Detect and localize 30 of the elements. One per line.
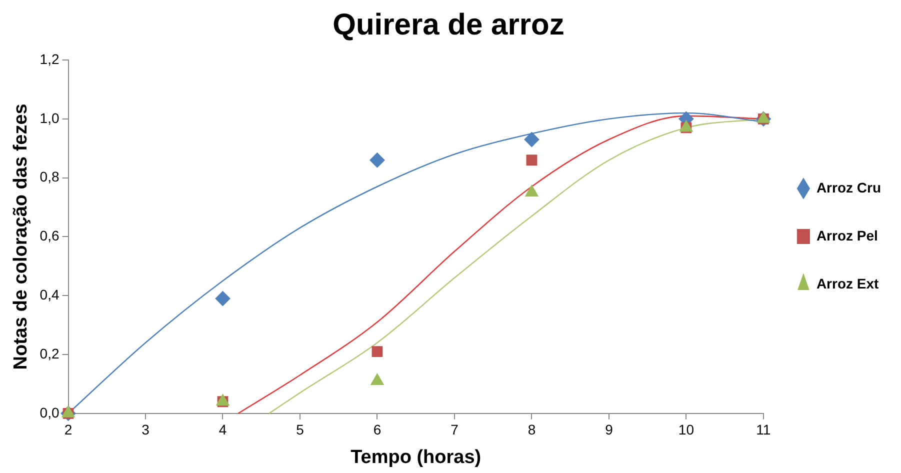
- x-tick-label: 8: [528, 422, 536, 438]
- y-tick-label: 1,0: [40, 110, 60, 126]
- legend-label: Arroz Pel: [816, 227, 878, 244]
- y-tick-label: 0,8: [40, 168, 60, 185]
- point: [215, 291, 230, 306]
- y-tick-label: 0,4: [40, 286, 60, 302]
- point: [524, 132, 540, 148]
- x-tick-label: 9: [605, 422, 614, 438]
- point: [526, 154, 538, 166]
- x-tick-label: 2: [64, 422, 72, 438]
- legend-label: Arroz Cru: [816, 179, 882, 196]
- y-tick-label: 0,6: [40, 228, 60, 244]
- y-tick-label: 0,2: [40, 345, 60, 362]
- point: [525, 185, 538, 197]
- chart-title: Quirera de arroz: [332, 8, 564, 42]
- y-tick-label: 1,2: [40, 50, 60, 67]
- x-tick-label: 5: [296, 422, 304, 438]
- x-tick-label: 11: [756, 422, 771, 438]
- y-tick-label: 0,0: [40, 404, 60, 420]
- x-tick-label: 7: [450, 422, 459, 438]
- point: [370, 374, 384, 386]
- x-tick-label: 10: [678, 422, 694, 438]
- x-tick-label: 3: [142, 422, 150, 438]
- point: [370, 152, 385, 168]
- legend-label: Arroz Ext: [816, 275, 880, 292]
- y-axis-title: Notas de coloração das fezes: [10, 104, 32, 370]
- x-tick-label: 6: [373, 422, 382, 438]
- x-tick-label: 4: [218, 422, 227, 438]
- x-axis-title: Tempo (horas): [350, 446, 482, 468]
- point: [372, 346, 383, 358]
